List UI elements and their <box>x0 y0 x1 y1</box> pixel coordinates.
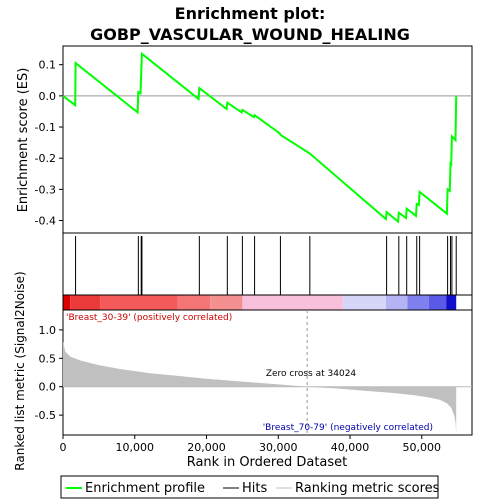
x-tick-label: 40,000 <box>331 441 370 454</box>
heat-bar-segment <box>100 295 178 310</box>
metric-y-tick-label: -0.5 <box>35 409 56 422</box>
es-y-tick-label: -0.1 <box>35 121 56 134</box>
positive-correlation-label: 'Breast_30-39' (positively correlated) <box>66 313 232 323</box>
metric-y-axis-label: Ranked list metric (Signal2Noise) <box>13 271 27 470</box>
es-y-tick-label: -0.3 <box>35 183 56 196</box>
legend-ranking-metric-label: Ranking metric scores <box>295 481 440 496</box>
es-y-tick-label: -0.4 <box>35 215 56 228</box>
metric-y-tick-label: 0.0 <box>39 381 57 394</box>
es-y-tick-label: -0.2 <box>35 152 56 165</box>
legend-enrichment-profile-label: Enrichment profile <box>85 481 205 496</box>
legend-frame <box>60 475 439 499</box>
hit-marks <box>75 236 457 295</box>
legend-hits-label: Hits <box>242 481 267 496</box>
es-y-axis-label: Enrichment score (ES) <box>16 68 31 213</box>
es-panel-frame <box>62 45 473 234</box>
chart-title-line2: GOBP_VASCULAR_WOUND_HEALING <box>90 25 410 44</box>
heat-bar-segment <box>177 295 211 310</box>
x-tick-label: 0 <box>60 441 67 454</box>
metric-y-tick-label: 1.0 <box>39 324 57 337</box>
es-panel: 0.1 0.0 -0.1 -0.2 -0.3 -0.4 Enrichment score … <box>16 45 473 234</box>
heat-bar-segment <box>407 295 429 310</box>
legend: Enrichment profile Hits Ranking metric s… <box>60 475 440 499</box>
zero-cross-label: Zero cross at 34024 <box>266 369 357 379</box>
es-y-tick-label: 0.0 <box>39 90 57 103</box>
x-tick-label: 30,000 <box>259 441 298 454</box>
ranking-heat-bar <box>62 294 473 311</box>
heat-bar-segment <box>63 295 71 310</box>
enrichment-profile-line <box>62 51 458 224</box>
x-tick-label: 10,000 <box>116 441 155 454</box>
heat-bar-segment <box>242 295 343 310</box>
metric-y-ticks: 1.0 0.5 0.0 -0.5 <box>35 324 63 422</box>
x-tick-label: 20,000 <box>187 441 226 454</box>
heat-bar-segment <box>428 295 447 310</box>
hits-panel <box>62 232 473 296</box>
es-y-ticks: 0.1 0.0 -0.1 -0.2 -0.3 -0.4 <box>35 59 63 228</box>
es-y-tick-label: 0.1 <box>39 59 57 72</box>
x-axis-label: Rank in Ordered Dataset <box>187 455 348 470</box>
metric-panel: 1.0 0.5 0.0 -0.5 'Breast_30-39' (positively… <box>13 271 473 471</box>
metric-y-tick-label: 0.5 <box>39 352 57 365</box>
x-tick-label: 50,000 <box>403 441 442 454</box>
heat-bar-segment <box>210 295 243 310</box>
x-axis-ticks: 0 10,000 20,000 30,000 40,000 50,000 <box>60 435 442 454</box>
hits-panel-frame <box>62 232 473 296</box>
negative-correlation-label: 'Breast_70-79' (negatively correlated) <box>263 423 433 433</box>
heat-bar-segment <box>446 295 457 310</box>
heat-bar-segment <box>342 295 386 310</box>
chart-title-line1: Enrichment plot: <box>175 4 326 23</box>
heat-bar-segment <box>385 295 408 310</box>
heat-bar-segment <box>70 295 101 310</box>
